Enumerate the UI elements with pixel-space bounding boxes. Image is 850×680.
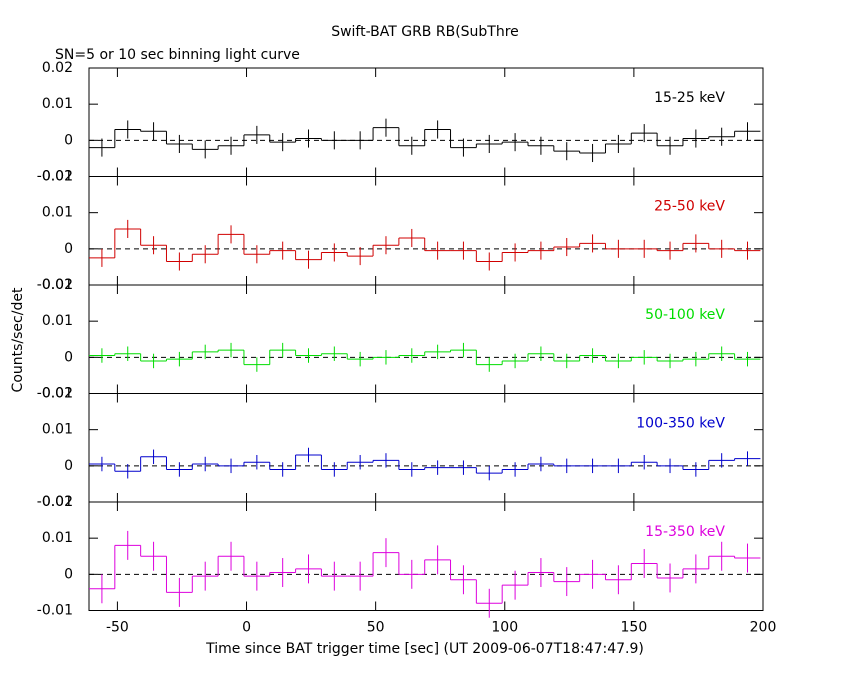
legend-label: 15-350 keV (645, 524, 725, 540)
x-tick-label: 0 (242, 620, 251, 636)
legend-label: 50-100 keV (645, 307, 725, 323)
chart-title: Swift-BAT GRB RB(SubThre (331, 24, 519, 40)
y-tick-label: 0 (64, 132, 73, 148)
y-tick-label: 0.01 (42, 530, 73, 546)
y-tick-label: 0.01 (42, 422, 73, 438)
legend-label: 25-50 keV (654, 199, 725, 215)
x-tick-label: 150 (621, 620, 648, 636)
y-tick-label: -0.01 (37, 603, 73, 619)
y-tick-label: 0 (64, 458, 73, 474)
y-tick-label: 0.02 (42, 386, 73, 402)
x-axis-label: Time since BAT trigger time [sec] (UT 20… (205, 641, 644, 657)
y-tick-label: 0.01 (42, 205, 73, 221)
y-tick-label: -0.01 (37, 169, 73, 185)
y-tick-label: 0.02 (42, 60, 73, 76)
x-tick-label: 100 (491, 620, 518, 636)
plot-frame (88, 501, 764, 611)
y-tick-label: 0.01 (42, 96, 73, 112)
chart-subtitle: SN=5 or 10 sec binning light curve (55, 47, 300, 63)
y-tick-label: 0.02 (42, 277, 73, 293)
y-tick-label: 0.01 (42, 313, 73, 329)
x-tick-label: -50 (106, 620, 129, 636)
x-tick-label: 50 (367, 620, 385, 636)
y-tick-label: -0.01 (37, 277, 73, 293)
x-tick-label: 200 (750, 620, 777, 636)
y-tick-label: -0.01 (37, 386, 73, 402)
y-tick-label: 0 (64, 566, 73, 582)
legend-label: 15-25 keV (654, 90, 725, 106)
y-tick-label: -0.01 (37, 494, 73, 510)
legend-label: 100-350 keV (636, 416, 725, 432)
y-tick-label: 0.02 (42, 169, 73, 185)
y-tick-label: 0.02 (42, 494, 73, 510)
y-axis-label: Counts/sec/det (10, 287, 26, 392)
y-tick-label: 0 (64, 241, 73, 257)
y-tick-label: 0 (64, 349, 73, 365)
